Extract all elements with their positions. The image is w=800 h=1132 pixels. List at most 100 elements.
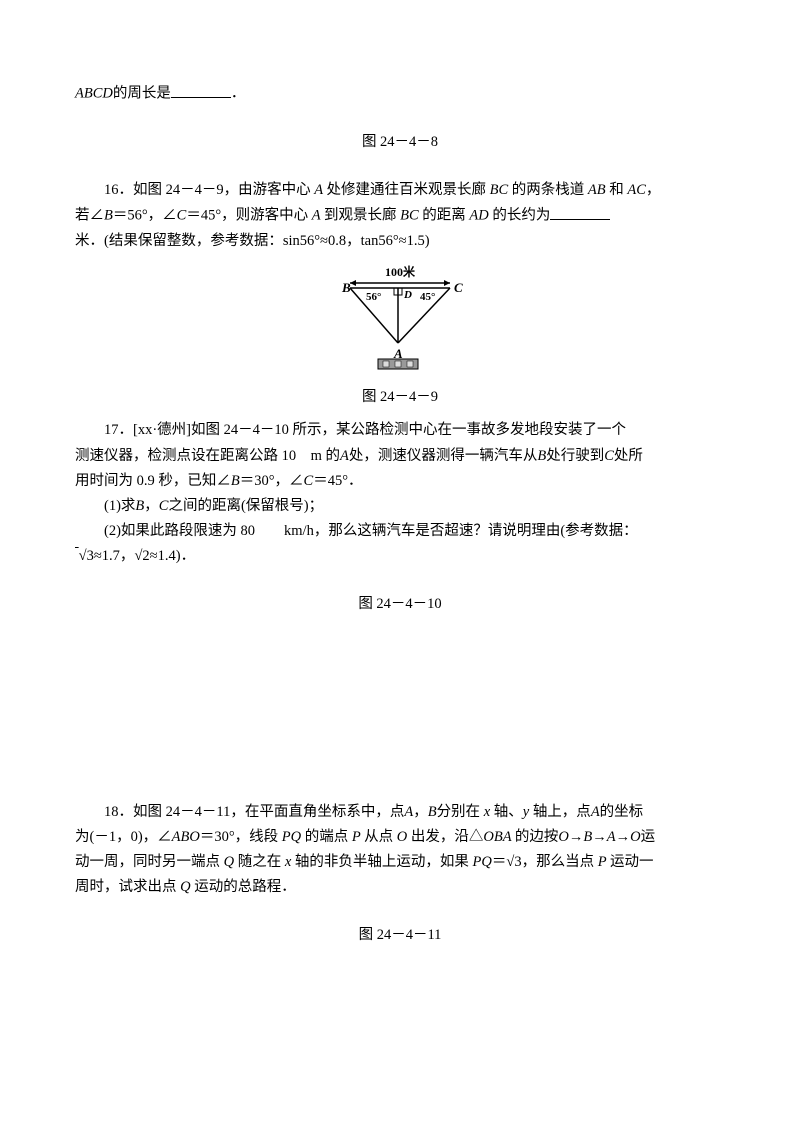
q18-A2: A bbox=[591, 804, 600, 820]
q17-C2: C bbox=[159, 498, 169, 514]
q16-BC2: BC bbox=[397, 208, 423, 224]
fig-24-4-9: 100米 B C D 56° 45° A bbox=[75, 263, 725, 381]
q17-C: C bbox=[604, 448, 614, 464]
fig-svg-24-4-9: 100米 B C D 56° 45° A bbox=[320, 263, 480, 373]
q18-Q2: Q bbox=[177, 879, 195, 895]
spacer bbox=[75, 619, 725, 799]
q16-BC: BC bbox=[486, 182, 512, 198]
q16-angC: C bbox=[177, 208, 187, 224]
fig-24-4-8-label: 图 24－4－8 bbox=[75, 131, 725, 154]
q18-x: x bbox=[480, 804, 494, 820]
fig-56: 56° bbox=[366, 291, 381, 303]
q16-l1b: 处修建通往百米观景长廊 bbox=[326, 182, 486, 198]
q16-line3: 米．(结果保留整数，参考数据：sin56°≈0.8，tan56°≈1.5) bbox=[75, 230, 725, 253]
q18-O: O bbox=[393, 829, 411, 845]
q16-l2e: 的距离 bbox=[422, 208, 466, 224]
q17-sqrt3: √3 bbox=[79, 548, 94, 564]
fig-24-4-9-label: 图 24－4－9 bbox=[75, 386, 725, 409]
q17-l2a: 测速仪器，检测点设在距离公路 10 m 的 bbox=[75, 448, 340, 464]
q16-l2a: 若∠ bbox=[75, 208, 104, 224]
q17-s1m: ， bbox=[144, 498, 159, 514]
q17-s3b: ≈1.4)． bbox=[150, 548, 195, 564]
q15-suffix: ． bbox=[231, 86, 246, 102]
q16-l2b: ＝56°，∠ bbox=[113, 208, 177, 224]
q18-l1d: 轴、 bbox=[494, 804, 523, 820]
q18-l3d: ，那么当点 bbox=[522, 854, 595, 870]
q18-P: P bbox=[348, 829, 364, 845]
q17-l2d: 处所 bbox=[614, 448, 643, 464]
q18-l3b: 随之在 bbox=[238, 854, 282, 870]
q16-AD: AD bbox=[466, 208, 493, 224]
q17-A: A bbox=[340, 448, 349, 464]
q18-l2e: 出发，沿△ bbox=[411, 829, 484, 845]
q16-l1c: 的两条栈道 bbox=[512, 182, 585, 198]
q18-sqrt3: √3 bbox=[506, 854, 521, 870]
text-abcd: ABCD bbox=[75, 86, 113, 102]
q18-l2c: 的端点 bbox=[305, 829, 349, 845]
q17-l2b: 处，测速仪器测得一辆汽车从 bbox=[349, 448, 538, 464]
q15-line1: ABCD的周长是 ． bbox=[75, 82, 725, 106]
fig-24-4-10-label: 图 24－4－10 bbox=[75, 593, 725, 616]
q18-eq: ＝ bbox=[492, 854, 507, 870]
q18-l3a: 动一周，同时另一端点 bbox=[75, 854, 220, 870]
q18-l2f: 的边按 bbox=[515, 829, 559, 845]
q16-line1: 16．如图 24－4－9，由游客中心 A 处修建通往百米观景长廊 BC 的两条栈… bbox=[75, 179, 725, 202]
q18-A: A bbox=[404, 804, 413, 820]
q16-blank bbox=[550, 204, 610, 220]
q18-l1c: 分别在 bbox=[437, 804, 481, 820]
q16-AB: AB bbox=[584, 182, 609, 198]
q18-l4a: 周时，试求出点 bbox=[75, 879, 177, 895]
fig-45: 45° bbox=[420, 291, 435, 303]
q18-PQ2: PQ bbox=[469, 854, 492, 870]
q16-l1d: 和 bbox=[609, 182, 624, 198]
q18-y: y bbox=[523, 804, 533, 820]
q17-s1b: 之间的距离(保留根号)； bbox=[168, 498, 323, 514]
q18-line3: 动一周，同时另一端点 Q 随之在 x 轴的非负半轴上运动，如果 PQ＝√3，那么… bbox=[75, 851, 725, 874]
q16-line2: 若∠B＝56°，∠C＝45°，则游客中心 A 到观景长廊 BC 的距离 AD 的… bbox=[75, 204, 725, 228]
q16-angB: B bbox=[104, 208, 113, 224]
q18-line2: 为(－1，0)，∠ABO＝30°，线段 PQ 的端点 P 从点 O 出发，沿△O… bbox=[75, 826, 725, 849]
q18-l2d: 从点 bbox=[364, 829, 393, 845]
q17-line1: 17．[xx·德州]如图 24－4－10 所示，某公路检测中心在一事故多发地段安… bbox=[75, 419, 725, 442]
fig-B: B bbox=[341, 280, 351, 295]
q18-path: O→B→A→O bbox=[558, 829, 640, 845]
q18-OBA: OBA bbox=[483, 829, 515, 845]
q17-sub3: √3≈1.7，√2≈1.4)． bbox=[75, 545, 725, 568]
q17-l3c: ＝45°． bbox=[313, 473, 362, 489]
q17-s3a: ≈1.7， bbox=[94, 548, 135, 564]
q16-l2d: 到观景长廊 bbox=[324, 208, 397, 224]
page-content: ABCD的周长是． 图 24－4－8 16．如图 24－4－9，由游客中心 A … bbox=[0, 0, 800, 990]
q17-sub1: (1)求B，C之间的距离(保留根号)； bbox=[75, 495, 725, 518]
fig-D: D bbox=[403, 289, 412, 301]
q16-l2f: 的长约为 bbox=[492, 208, 550, 224]
q16-l1e: ， bbox=[646, 182, 661, 198]
q18-P2: P bbox=[594, 854, 610, 870]
q18-l1e: 轴上，点 bbox=[533, 804, 591, 820]
q15-blank bbox=[171, 82, 231, 98]
fig-100m: 100米 bbox=[385, 264, 416, 279]
q18-x2: x bbox=[281, 854, 295, 870]
q18-l1a: 18．如图 24－4－11，在平面直角坐标系中，点 bbox=[104, 804, 404, 820]
fig-C: C bbox=[454, 280, 463, 295]
q17-angC: C bbox=[304, 473, 314, 489]
q17-B: B bbox=[537, 448, 546, 464]
q16-l1a: 16．如图 24－4－9，由游客中心 bbox=[104, 182, 311, 198]
q17-B2: B bbox=[135, 498, 144, 514]
q18-l2a: 为(－1，0)，∠ bbox=[75, 829, 172, 845]
q17-line3: 用时间为 0.9 秒，已知∠B＝30°，∠C＝45°． bbox=[75, 470, 725, 493]
q16-l2c: ＝45°，则游客中心 bbox=[186, 208, 308, 224]
q18-l1b: ， bbox=[413, 804, 428, 820]
q18-l1f: 的坐标 bbox=[600, 804, 644, 820]
q17-line2: 测速仪器，检测点设在距离公路 10 m 的A处，测速仪器测得一辆汽车从B处行驶到… bbox=[75, 445, 725, 468]
q17-s1a: (1)求 bbox=[104, 498, 135, 514]
q17-sqrt2: √2 bbox=[134, 548, 149, 564]
q16-A2: A bbox=[308, 208, 324, 224]
q17-angB: B bbox=[231, 473, 240, 489]
q17-l2c: 处行驶到 bbox=[546, 448, 604, 464]
q18-ABO: ABO bbox=[172, 829, 200, 845]
q15-mid: 的周长是 bbox=[113, 86, 171, 102]
q18-line4: 周时，试求出点 Q 运动的总路程． bbox=[75, 876, 725, 899]
fig-24-4-11-label: 图 24－4－11 bbox=[75, 924, 725, 947]
q16-A: A bbox=[311, 182, 327, 198]
q18-line1: 18．如图 24－4－11，在平面直角坐标系中，点A，B分别在 x 轴、y 轴上… bbox=[75, 801, 725, 824]
